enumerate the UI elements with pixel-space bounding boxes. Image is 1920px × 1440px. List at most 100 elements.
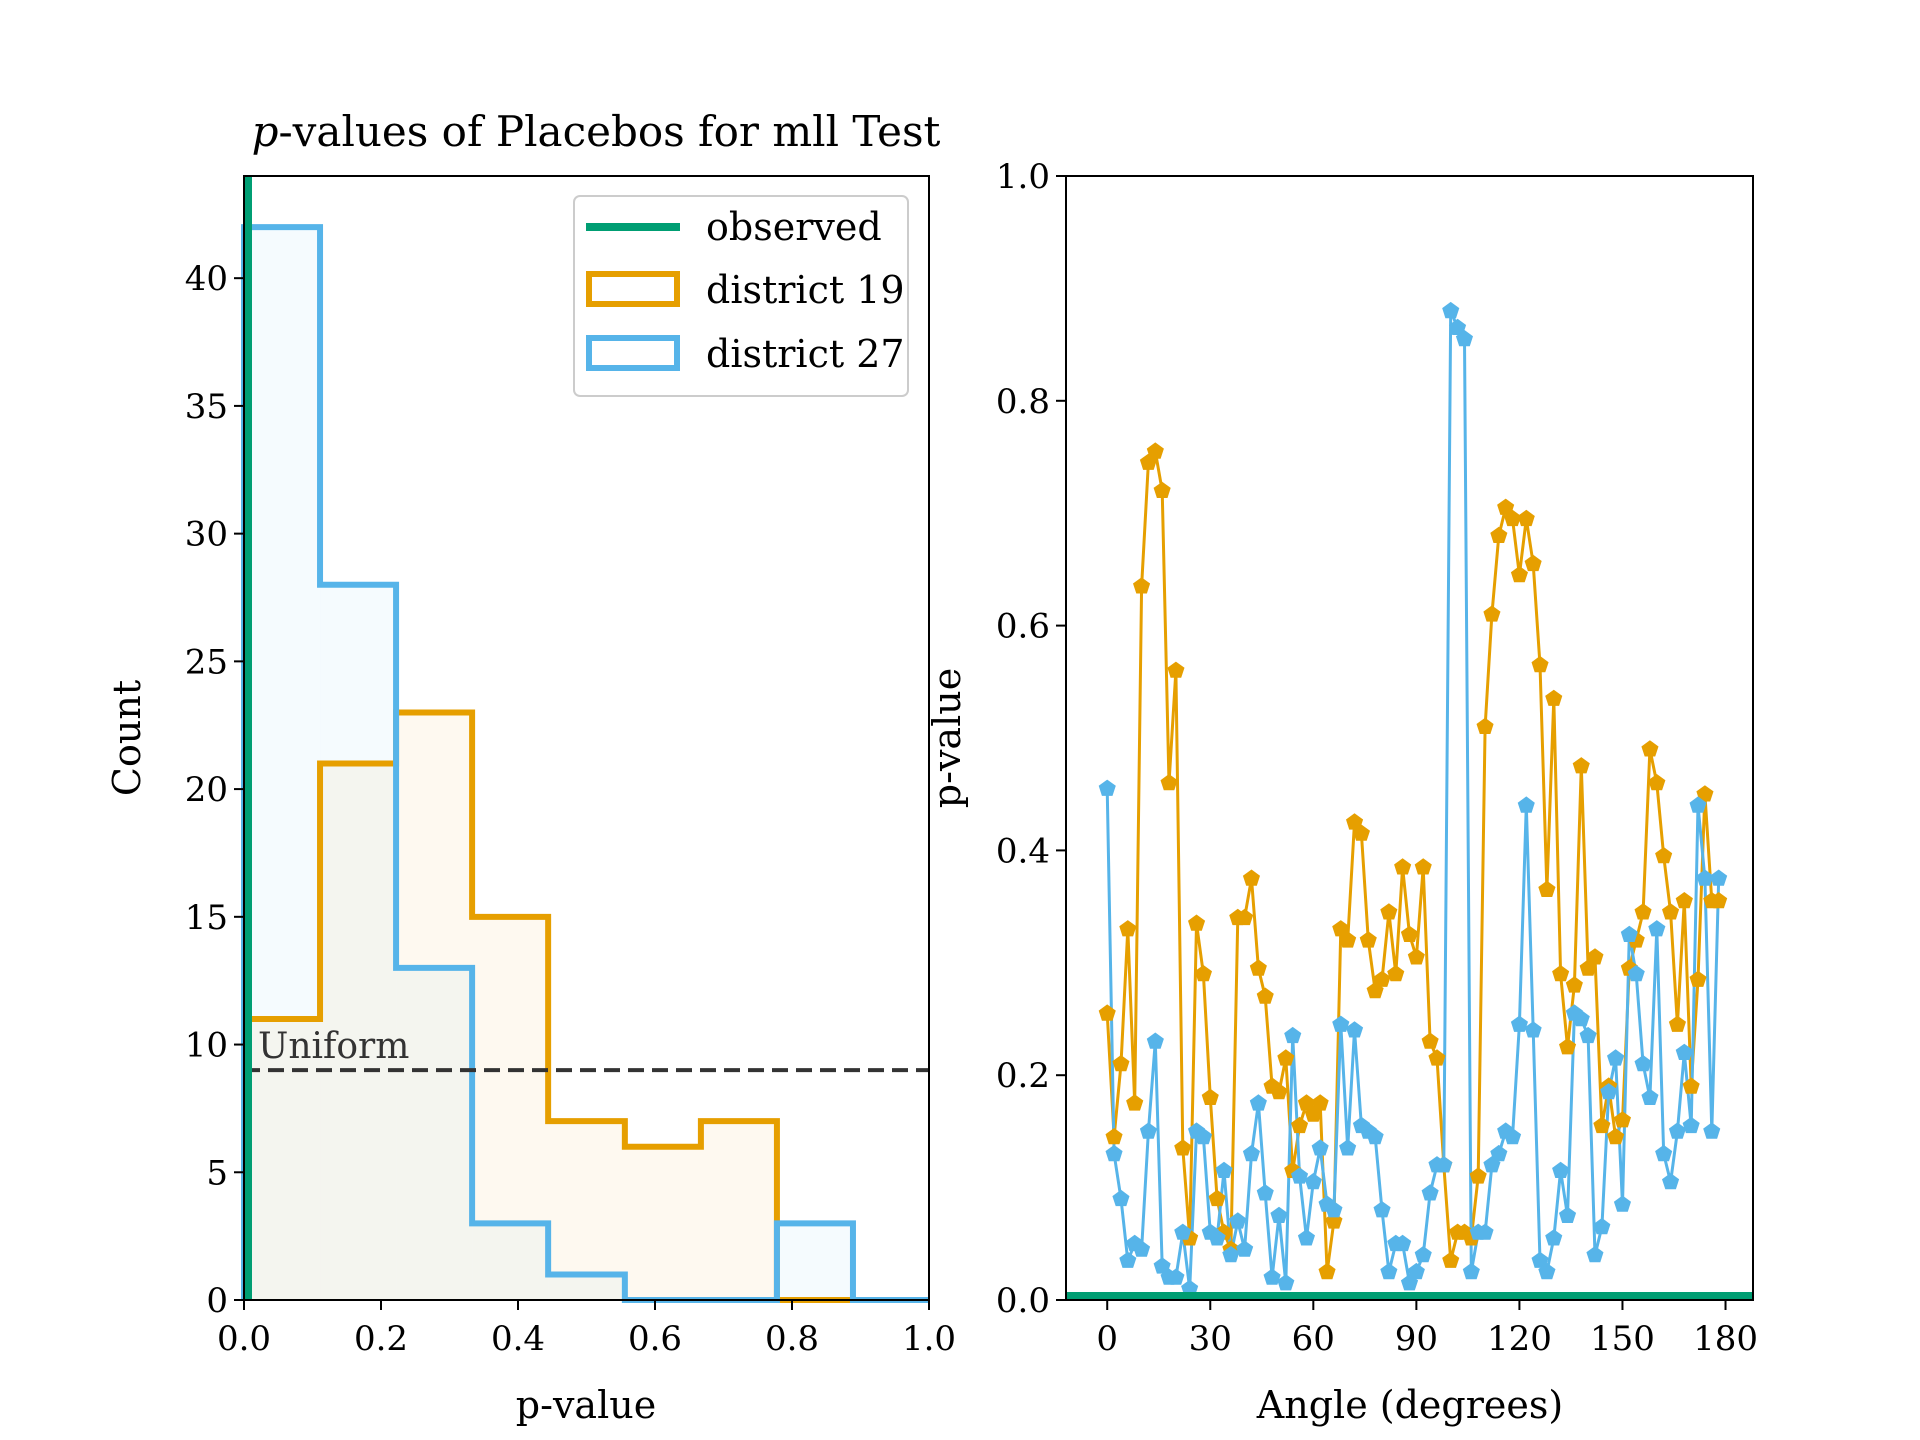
data-point [1504, 509, 1522, 527]
data-point [1593, 1217, 1611, 1235]
data-point [1497, 498, 1515, 515]
x-tick-label: 0.2 [354, 1319, 408, 1359]
legend-observed-label: observed [706, 205, 882, 249]
data-point [1593, 1116, 1611, 1134]
legend-box [573, 195, 909, 397]
data-point [1270, 1206, 1288, 1223]
histogram-y-ticks: 0 5 10 15 20 25 30 35 40 [185, 259, 244, 1321]
histogram-bar-fill [244, 227, 321, 1300]
y-tick-label: 0 [206, 1281, 228, 1321]
data-point [1476, 717, 1494, 734]
data-point [1133, 577, 1151, 594]
data-point [1249, 1094, 1267, 1111]
data-point [1696, 869, 1714, 886]
x-tick-label: 0.8 [765, 1319, 819, 1359]
data-point [1394, 858, 1412, 875]
x-tick-label: 90 [1395, 1319, 1438, 1359]
histogram-step-district-19 [241, 709, 929, 1303]
data-point [1222, 1246, 1240, 1263]
data-point [1387, 965, 1405, 982]
data-point [1613, 1195, 1631, 1212]
data-point [1483, 605, 1501, 622]
data-point [1339, 1139, 1357, 1156]
histogram-bar-fill [320, 763, 397, 1300]
histogram-bar-fill [472, 1223, 549, 1300]
data-point [1675, 892, 1693, 909]
legend: observed district 19 district 27 [573, 195, 909, 397]
data-point [1256, 1184, 1274, 1201]
data-point [1346, 1021, 1364, 1038]
histogram-bar-fill [396, 967, 473, 1300]
data-point [1105, 1144, 1123, 1162]
data-point [1524, 554, 1542, 572]
angle-x-ticks: 0 30 60 90 120 150 180 [1096, 1300, 1758, 1359]
data-point [1435, 1156, 1453, 1173]
data-point [1400, 925, 1419, 942]
data-point [1146, 1032, 1164, 1049]
data-point [1297, 1094, 1315, 1111]
data-point [1414, 1246, 1432, 1263]
data-point [1421, 1032, 1439, 1049]
y-tick-label: 15 [185, 898, 228, 938]
histogram-steps [241, 224, 929, 1303]
data-point [1119, 1251, 1137, 1268]
data-point [1215, 1161, 1233, 1178]
data-point [1538, 1262, 1556, 1280]
legend-district-19-label: district 19 [706, 268, 905, 312]
y-tick-label: 25 [185, 642, 228, 682]
data-point [1703, 1122, 1721, 1139]
histogram-panel: p-values of Placebos for mll Test Unifor… [105, 107, 956, 1427]
data-point [1490, 526, 1508, 543]
data-point [1662, 903, 1680, 920]
angle-x-label: Angle (degrees) [1256, 1383, 1563, 1427]
data-point [1552, 1161, 1570, 1178]
data-point [1208, 1229, 1226, 1246]
data-point [1662, 1173, 1680, 1190]
data-point [1311, 1094, 1329, 1111]
data-point [1242, 869, 1260, 886]
data-point [1675, 1043, 1693, 1060]
data-point [1304, 1173, 1322, 1190]
histogram-x-ticks: 0.0 0.2 0.4 0.6 0.8 1.0 [217, 1300, 956, 1359]
data-point [1394, 1234, 1412, 1252]
y-tick-label: 10 [185, 1026, 228, 1066]
data-point [1366, 1128, 1384, 1145]
y-tick-label: 0.8 [996, 382, 1050, 422]
data-point [1655, 1144, 1673, 1162]
histogram-fills [244, 227, 853, 1300]
histogram-bar-fill [624, 1146, 701, 1300]
y-tick-label: 35 [185, 387, 228, 427]
data-point [1531, 655, 1549, 673]
data-point [1559, 1038, 1577, 1055]
data-point [1188, 914, 1206, 931]
data-point [1098, 779, 1116, 796]
data-point [1517, 796, 1535, 813]
x-tick-label: 60 [1292, 1319, 1335, 1359]
data-point [1236, 1240, 1254, 1257]
x-tick-label: 1.0 [902, 1319, 956, 1359]
legend-district-27-swatch [586, 335, 680, 371]
data-point [1552, 965, 1570, 982]
data-point [1517, 509, 1535, 527]
data-point [1297, 1229, 1315, 1246]
data-point [1641, 740, 1659, 757]
data-point [1627, 965, 1645, 982]
data-point [1098, 1004, 1116, 1021]
data-point [1421, 1184, 1439, 1201]
data-point [1201, 1088, 1219, 1105]
histogram-y-label: Count [105, 680, 149, 796]
data-point [1346, 813, 1364, 830]
data-point [1112, 1189, 1130, 1207]
data-point [1407, 948, 1425, 965]
histogram-title: p-values of Placebos for mll Test [252, 107, 941, 156]
uniform-label: Uniform [258, 1026, 409, 1067]
data-point [1689, 796, 1707, 813]
data-point [1620, 925, 1638, 942]
data-point [1146, 442, 1164, 459]
x-tick-label: 0.6 [628, 1319, 682, 1359]
data-point [1648, 774, 1666, 791]
data-point [1600, 1083, 1618, 1100]
histogram-bar-fill [548, 1274, 625, 1300]
x-tick-label: 180 [1693, 1319, 1758, 1359]
data-point [1208, 1189, 1226, 1207]
